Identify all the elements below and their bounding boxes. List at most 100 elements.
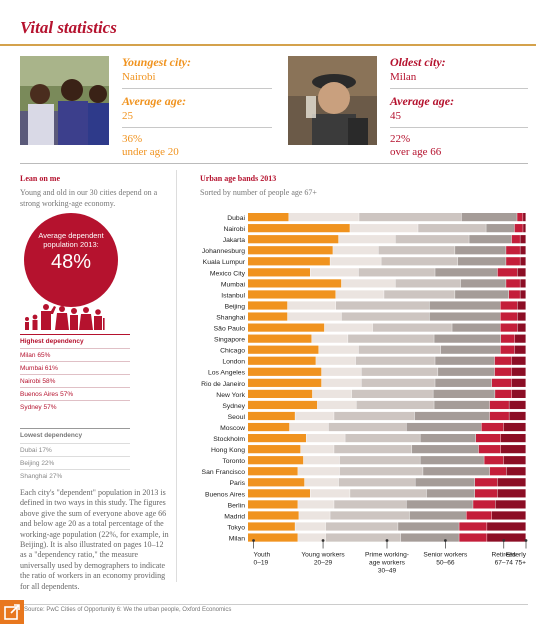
bar-segment [511, 378, 526, 387]
bar-segment [506, 467, 526, 476]
legend-label: Retirees [491, 552, 516, 559]
bar-segment [310, 268, 359, 277]
bar-segment [491, 511, 526, 520]
page-title: Vital statistics [20, 18, 117, 37]
legend-label: age workers [369, 560, 406, 567]
bar-segment [330, 257, 381, 266]
bar-segment [494, 356, 512, 365]
bar-segment [506, 279, 520, 288]
city-label: Istanbul [221, 292, 245, 299]
youngest-city-stats: Youngest city: Nairobi Average age: 25 3… [122, 55, 272, 158]
youngest-avg-value: 25 [122, 110, 133, 122]
legend-label: 50–66 [436, 560, 455, 567]
bar-segment [355, 356, 435, 365]
city-label: San Francisco [202, 469, 246, 476]
bar-segment [434, 400, 490, 410]
bar-segment [295, 522, 326, 531]
bar-segment [503, 456, 526, 465]
bar-segment [406, 500, 473, 509]
expand-button[interactable] [0, 600, 24, 624]
legend-label: 20–29 [314, 560, 333, 567]
bar-segment [452, 323, 501, 332]
bar-segment [426, 489, 475, 498]
bar-segment [248, 312, 288, 321]
bar-segment [487, 522, 526, 531]
circle-label: Average dependent population 2013: [38, 231, 104, 249]
bar-segment [372, 323, 452, 332]
bar-segment [435, 378, 492, 387]
bar-segment [361, 367, 438, 376]
highest-item: Milan 65% [20, 348, 130, 361]
circle-value: 48% [50, 251, 92, 273]
legend-dot [524, 539, 528, 542]
lowest-item: Dubai 17% [20, 443, 130, 456]
oldest-pct-desc: over age 66 [390, 146, 442, 158]
bar-segment [248, 235, 339, 244]
bar-segment [299, 511, 330, 520]
city-label: Seoul [228, 414, 246, 421]
bar-segment [338, 235, 396, 244]
bar-segment [348, 334, 434, 343]
bar-segment [248, 246, 333, 255]
bar-segment [384, 290, 455, 299]
bar-segment [311, 334, 348, 343]
city-label: Milan [229, 535, 245, 542]
bar-segment [361, 378, 435, 387]
bar-segment [356, 400, 434, 410]
oldest-avg-label: Average age: [390, 94, 455, 108]
bar-segment [412, 445, 479, 454]
city-label: Kuala Lumpur [203, 259, 246, 266]
bar-segment [395, 235, 469, 244]
bar-segment [520, 279, 526, 288]
city-label: London [222, 359, 245, 366]
bar-segment [358, 268, 435, 277]
bar-segment [312, 389, 352, 398]
bar-segment [474, 478, 498, 487]
bar-segment [248, 511, 299, 520]
bar-segment [345, 434, 420, 443]
city-label: Johannesburg [202, 248, 245, 255]
bar-segment [491, 378, 512, 387]
city-label: Beijing [225, 303, 246, 310]
highest-item: Sydney 57% [20, 400, 130, 413]
legend-label: 75+ [515, 560, 526, 567]
bar-segment [429, 312, 501, 321]
bar-segment [334, 411, 415, 421]
youngest-pct: 36% [122, 133, 143, 145]
bar-segment [334, 500, 407, 509]
bar-segment [487, 533, 526, 542]
bar-segment [248, 422, 290, 432]
section-rule [20, 163, 528, 164]
bar-segment [248, 411, 295, 421]
city-label: New York [216, 392, 245, 399]
bar-segment [520, 246, 526, 255]
bar-segment [497, 268, 518, 277]
youngest-pct-desc: under age 20 [122, 146, 179, 158]
bar-segment [500, 323, 518, 332]
bar-segment [511, 367, 526, 376]
legend-dot [385, 539, 389, 542]
highest-rule [20, 334, 130, 335]
bar-segment [440, 345, 501, 354]
bar-segment [248, 389, 313, 398]
bar-segment [333, 246, 379, 255]
bar-segment [500, 312, 518, 321]
city-label: Rio de Janeiro [201, 381, 245, 388]
bar-segment [514, 345, 526, 354]
legend-label: Prime working- [365, 552, 409, 559]
bar-segment [500, 445, 526, 454]
city-label: São Paulo [214, 326, 246, 333]
bar-segment [335, 301, 430, 310]
bar-segment [359, 213, 462, 222]
city-label: Hong Kong [211, 447, 245, 454]
bar-segment [248, 301, 288, 310]
bar-segment [248, 456, 304, 465]
bar-segment [248, 489, 311, 498]
city-label: Sydney [222, 403, 245, 410]
bar-segment [511, 356, 526, 365]
bar-segment [473, 500, 496, 509]
lowest-rule [20, 428, 130, 429]
bar-segment [406, 422, 482, 432]
bar-segment [298, 467, 340, 476]
bar-segment [523, 213, 526, 222]
